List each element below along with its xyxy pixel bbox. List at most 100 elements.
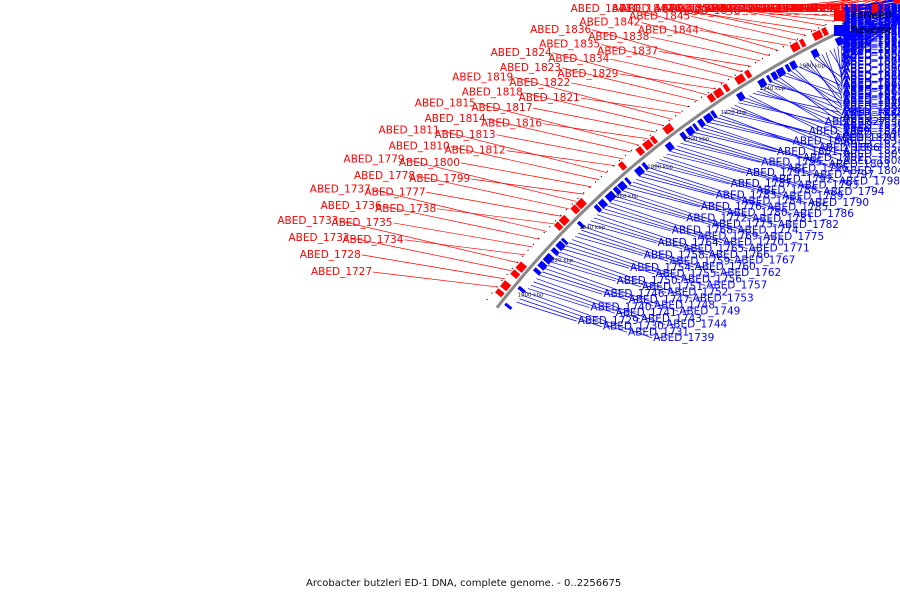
leader-line <box>405 159 577 202</box>
leader-line <box>691 135 839 182</box>
gene-label: ABED_1982 <box>843 7 900 19</box>
leader-line <box>539 274 603 295</box>
leader-line <box>841 0 899 11</box>
leader-line <box>841 18 900 42</box>
kbp-tick-label: 1980 kbp <box>840 43 866 49</box>
kbp-tick-label: 1920 kbp <box>721 110 747 116</box>
gene-label: ABED_1758 <box>644 249 705 261</box>
leader-line <box>825 52 843 99</box>
leader-line <box>506 150 616 167</box>
gene-label: ABED_1917 <box>830 3 891 15</box>
gene-label: ABED_1790 <box>808 197 869 209</box>
gene-label: ABED_1979 <box>843 3 900 15</box>
leader-line <box>622 190 763 238</box>
leader-line <box>650 36 761 62</box>
forward-gene <box>811 29 824 41</box>
gene-label: ABED_1977 <box>843 11 900 23</box>
gene-label: ABED_1853 <box>714 3 775 15</box>
gene-label: ABED_1773 <box>712 219 773 231</box>
reverse-gene <box>604 190 617 203</box>
leader-line <box>516 301 577 322</box>
gene-label: ABED_1919 <box>843 25 900 37</box>
reverse-gene <box>633 165 645 177</box>
leader-line <box>663 156 808 204</box>
kbp-tick-label: 1900 kbp <box>683 136 709 142</box>
leader-line <box>350 237 512 272</box>
gene-label: ABED_1825 <box>843 139 900 151</box>
leader-line <box>565 245 655 275</box>
gene-label: ABED_1866 <box>843 71 900 83</box>
gene-label: ABED_1807 <box>843 148 900 160</box>
leader-line <box>798 66 843 87</box>
leader-line <box>545 268 654 306</box>
reverse-gene <box>696 118 706 128</box>
gene-label: ABED_1731 <box>628 326 689 338</box>
leader-line <box>826 0 869 10</box>
kbp-tick-label: 1940 kbp <box>759 86 785 92</box>
leader-line <box>841 7 900 22</box>
kbp-tick-label: 1800 kbp <box>518 292 544 298</box>
leader-line <box>694 132 776 153</box>
gene-label: ABED_1950 <box>843 23 900 35</box>
reverse-gene <box>789 60 799 70</box>
leader-line <box>841 20 900 45</box>
leader-line <box>415 175 569 210</box>
leader-line <box>437 208 554 225</box>
gene-label: ABED_1757 <box>706 280 767 292</box>
gene-label: ABED_1782 <box>778 219 839 231</box>
gene-label: ABED_1783 <box>716 189 777 201</box>
reverse-gene <box>504 302 513 310</box>
forward-gene <box>500 280 512 292</box>
gene-label: ABED_1886 <box>843 70 900 82</box>
gene-label: ABED_1748 <box>654 300 715 312</box>
kbp-tick-label: 1880 kbp <box>647 164 673 170</box>
gene-label: ABED_1909 <box>843 31 900 43</box>
gene-label: ABED_1813 <box>435 129 496 141</box>
gene-label: ABED_1893 <box>843 42 900 54</box>
gene-label: ABED_1732 <box>288 232 349 244</box>
gene-label: ABED_1859 <box>843 102 900 114</box>
reverse-gene <box>784 63 792 73</box>
leader-line <box>530 284 615 314</box>
gene-label: ABED_1863 <box>843 87 900 99</box>
gene-label: ABED_1762 <box>720 267 781 279</box>
leader-line <box>756 90 843 120</box>
legend: Forward Reverse <box>833 8 892 38</box>
leader-line <box>841 20 900 63</box>
kbp-tick-label: 1860 kbp <box>613 194 639 200</box>
gene-label: ABED_1778 <box>354 170 415 182</box>
gene-label: ABED_1894 <box>843 49 900 61</box>
leader-line <box>562 248 630 269</box>
gene-label: ABED_1906 <box>843 16 900 28</box>
legend-reverse-label: Reverse <box>851 25 892 36</box>
leader-line <box>745 97 843 136</box>
gene-label: ABED_1779 <box>344 153 405 165</box>
gene-label: ABED_1842 <box>579 17 640 29</box>
gene-label: ABED_1883 <box>843 48 900 60</box>
gene-label: ABED_1960 <box>843 3 900 15</box>
leader-line <box>841 22 900 57</box>
gene-label: ABED_1814 <box>425 113 486 125</box>
gene-label: ABED_1839 <box>843 120 900 132</box>
gene-label: ABED_1854 <box>843 104 900 116</box>
reverse-gene <box>868 21 877 31</box>
gene-label: ABED_1890 <box>843 63 900 75</box>
reverse-gene <box>612 186 622 196</box>
gene-label: ABED_1795 <box>761 156 822 168</box>
leader-line <box>821 54 843 92</box>
gene-label: ABED_1788 <box>756 184 817 196</box>
genome-backbone <box>495 4 900 309</box>
leader-line <box>673 148 797 186</box>
gene-label: ABED_1838 <box>588 31 649 43</box>
leader-line <box>673 8 816 31</box>
reverse-gene <box>757 77 768 89</box>
leader-line <box>677 145 823 193</box>
leader-line <box>440 130 608 174</box>
reverse-gene <box>664 141 675 152</box>
gene-label: ABED_1753 <box>693 292 754 304</box>
reverse-gene <box>853 26 864 38</box>
leader-line <box>580 97 682 114</box>
gene-label: ABED_2003 <box>843 3 900 15</box>
gene-label: ABED_1957 <box>830 3 891 15</box>
